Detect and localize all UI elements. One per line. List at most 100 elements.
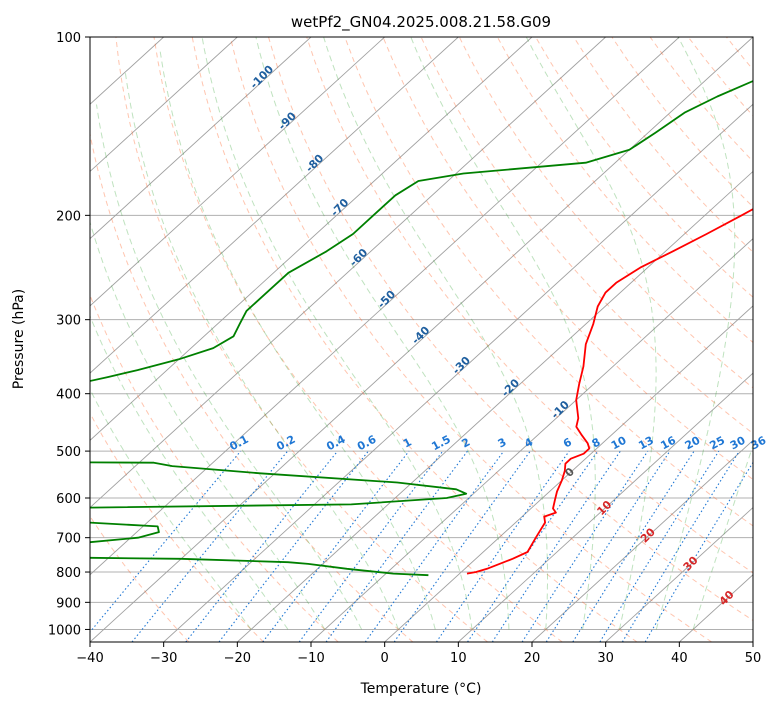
mixing-ratio-label: 6 xyxy=(561,435,574,450)
mixing-ratio-label: 10 xyxy=(609,434,629,453)
mixing-ratio-line xyxy=(131,450,289,642)
mixing-ratio-line xyxy=(364,450,505,642)
dry-adiabat xyxy=(726,37,753,71)
dry-adiabat xyxy=(765,37,775,642)
mixing-ratio-label: 16 xyxy=(658,434,678,453)
mixing-ratio-label: 2 xyxy=(459,435,472,450)
skewed-isotherm xyxy=(90,37,533,441)
isotherm-label: -40 xyxy=(409,324,432,347)
mixing-ratio-line xyxy=(90,450,242,633)
x-tick-label: 10 xyxy=(450,651,467,666)
moist-adiabat xyxy=(90,220,326,630)
moist-adiabat xyxy=(159,49,436,630)
moist-adiabat-lines xyxy=(90,37,753,630)
line-annotations: 0.1 0.2 0.4 0.6 1 1.5 2 3 4 6 8 10 13 16 20 25 30 36-100-… xyxy=(227,63,768,609)
isotherm-label: -50 xyxy=(375,288,398,311)
moist-adiabat xyxy=(410,37,596,630)
isotherm-label: -90 xyxy=(276,109,299,132)
isotherm-label: -100 xyxy=(248,63,277,92)
moist-adiabat xyxy=(96,104,363,630)
mixing-ratio-label: 0.1 xyxy=(227,433,250,454)
moist-adiabat xyxy=(255,37,510,630)
x-tick-label: 0 xyxy=(381,651,389,666)
dry-adiabat-lines xyxy=(90,37,775,642)
mixing-ratio-line xyxy=(467,450,599,642)
mixing-ratio-lines xyxy=(90,450,753,642)
y-axis-label: Pressure (hPa) xyxy=(11,289,27,389)
isotherm-label: -10 xyxy=(549,398,572,421)
mixing-ratio-line xyxy=(521,450,649,642)
dry-adiabat xyxy=(90,131,414,642)
x-axis-label: Temperature (°C) xyxy=(360,681,482,697)
dry-adiabat xyxy=(306,37,753,574)
skewed-isotherm xyxy=(90,37,753,642)
dry-adiabat xyxy=(496,37,753,344)
y-tick-label: 200 xyxy=(56,209,81,224)
mixing-ratio-line xyxy=(435,450,570,642)
y-tick-label: 800 xyxy=(56,566,81,581)
dry-adiabat xyxy=(90,515,190,642)
mixing-ratio-label: 3 xyxy=(496,435,509,450)
y-tick-label: 700 xyxy=(56,532,81,547)
mixing-ratio-line xyxy=(262,450,410,642)
dry-adiabat xyxy=(153,37,563,642)
chart-title: wetPf2_GN04.2025.008.21.58.G09 xyxy=(291,13,551,32)
dry-adiabat xyxy=(458,37,753,389)
y-tick-label: 500 xyxy=(56,445,81,460)
mixing-ratio-label: 0.6 xyxy=(355,433,379,454)
dry-adiabat xyxy=(573,37,753,253)
mixing-ratio-label: 30 xyxy=(728,434,748,453)
dry-adiabat xyxy=(90,412,264,642)
x-tick-label: 20 xyxy=(524,651,541,666)
isotherm-label: -80 xyxy=(303,152,326,175)
skewed-isotherm xyxy=(90,37,385,307)
skewed-isotherm xyxy=(310,238,753,642)
mixing-ratio-label: 13 xyxy=(636,434,656,453)
skewed-isotherm xyxy=(90,37,312,240)
sounding-series xyxy=(90,80,753,577)
mixing-ratio-line xyxy=(572,450,695,642)
dry-adiabat xyxy=(344,37,753,527)
x-tick-label: −40 xyxy=(76,651,103,666)
skewed-isotherm-lines xyxy=(90,37,753,642)
skewed-isotherm xyxy=(531,439,753,642)
x-tick-label: −10 xyxy=(297,651,324,666)
y-tick-label: 400 xyxy=(56,388,81,403)
y-tick-label: 100 xyxy=(56,31,81,46)
moist-adiabat xyxy=(124,72,399,630)
mixing-ratio-label: 8 xyxy=(590,435,603,450)
isotherm-label: -30 xyxy=(450,354,473,377)
skewed-isotherm xyxy=(90,37,459,374)
mixing-ratio-label: 36 xyxy=(749,434,769,453)
skewed-isotherm xyxy=(605,506,753,642)
dry-adiabat xyxy=(191,37,638,642)
skewed-isotherm xyxy=(163,103,753,642)
x-axis-ticks: −40 −30 −20 −10 0 10 20 30 40 50 xyxy=(76,642,761,666)
mixing-ratio-line xyxy=(599,450,720,642)
temperature-profile xyxy=(466,208,753,575)
dry-adiabat xyxy=(115,37,488,642)
skewed-isotherm xyxy=(384,305,753,642)
skewed-isotherm xyxy=(90,37,238,173)
dewpoint-profile xyxy=(90,80,753,577)
x-tick-label: 30 xyxy=(597,651,614,666)
skewed-isotherm xyxy=(90,37,606,509)
mixing-ratio-label: 20 xyxy=(683,434,703,453)
y-axis-ticks: 100 200 300 400 500 600 700 800 900 1000 xyxy=(48,31,90,638)
moist-adiabat xyxy=(525,37,657,630)
dry-adiabat xyxy=(90,293,339,642)
mixing-ratio-line xyxy=(185,450,339,642)
skewed-isotherm xyxy=(237,170,753,642)
mixing-ratio-label: 1.5 xyxy=(429,433,452,454)
moist-adiabat xyxy=(90,388,252,630)
dry-adiabat xyxy=(649,37,753,163)
mixing-ratio-line xyxy=(621,450,740,642)
mixing-ratio-line xyxy=(491,450,621,642)
mixing-ratio-label: 25 xyxy=(707,434,727,453)
plot-area xyxy=(90,37,775,642)
mixing-ratio-line xyxy=(644,461,753,642)
y-tick-label: 600 xyxy=(56,492,81,507)
isotherm-label: -20 xyxy=(499,376,522,399)
dry-adiabat xyxy=(687,37,753,117)
